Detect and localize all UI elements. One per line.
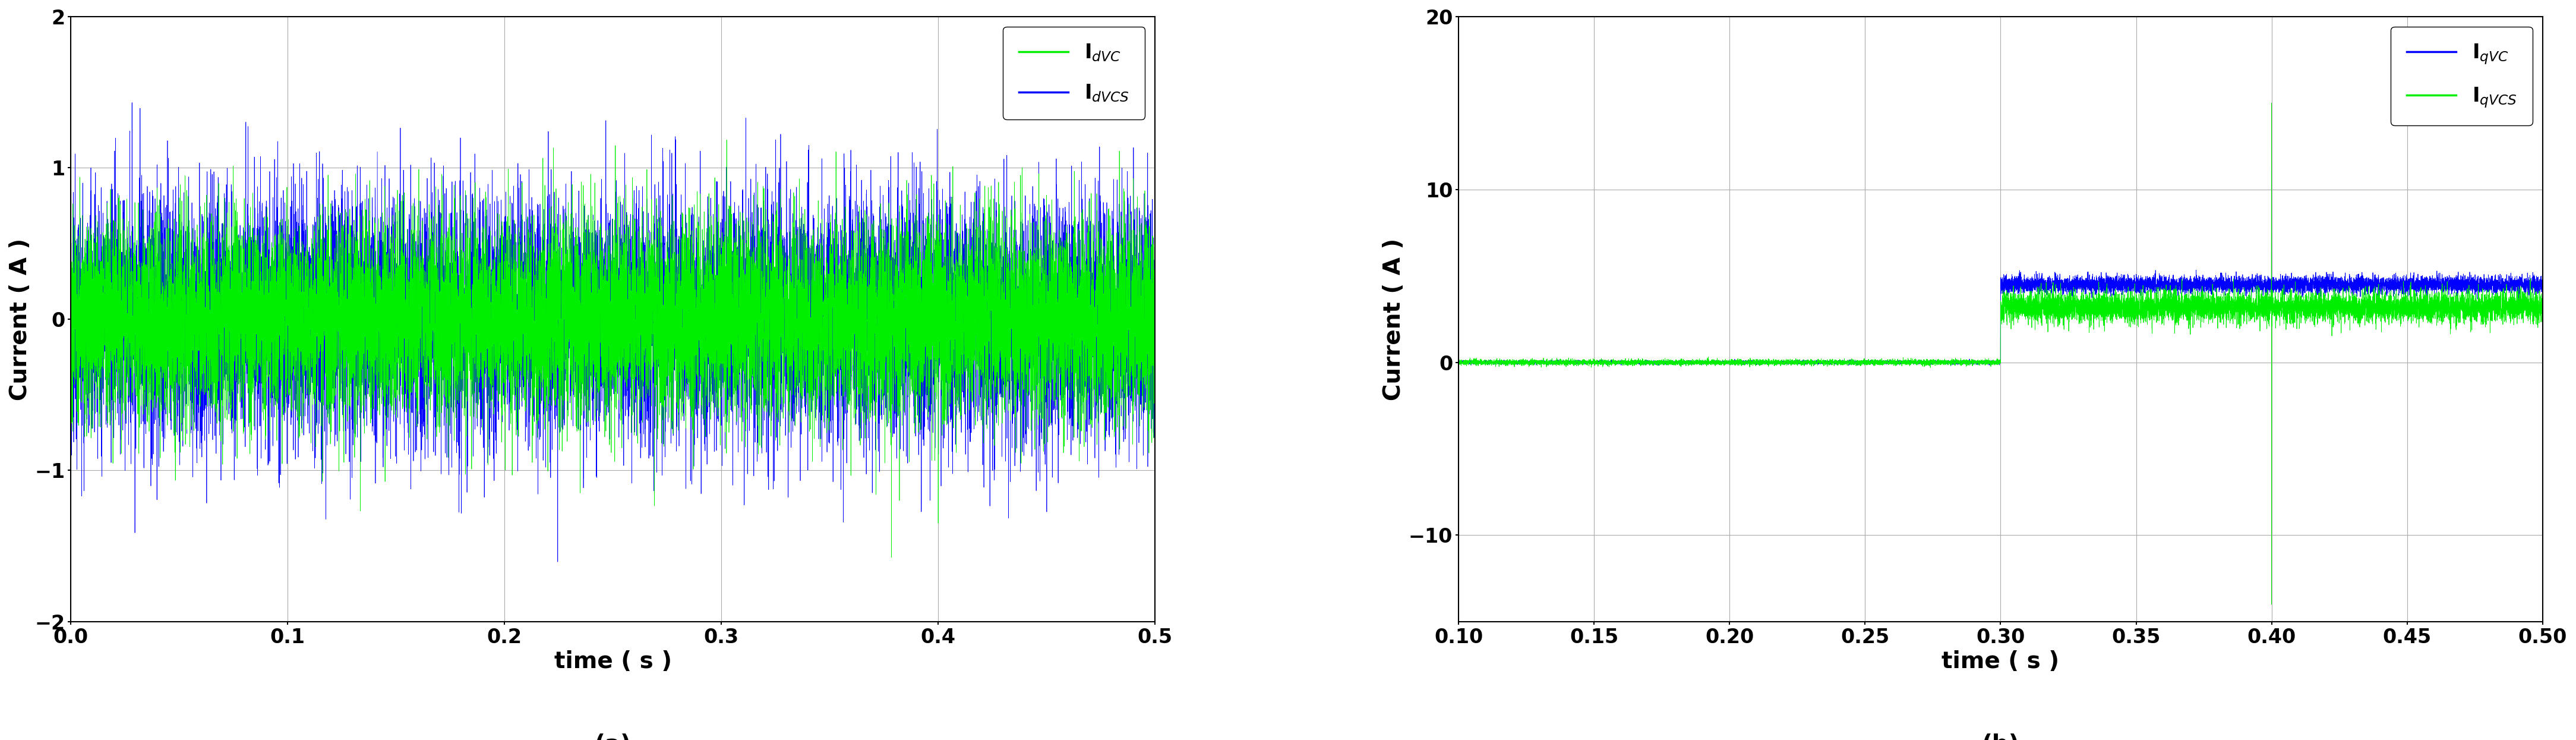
Text: (a): (a)	[595, 733, 631, 740]
Legend: I$_{dVC}$, I$_{dVCS}$: I$_{dVC}$, I$_{dVCS}$	[1002, 27, 1146, 119]
Text: (b): (b)	[1981, 733, 2020, 740]
Y-axis label: Current ( A ): Current ( A )	[1383, 238, 1406, 400]
X-axis label: time ( s ): time ( s )	[554, 650, 672, 673]
Legend: I$_{qVC}$, I$_{qVCS}$: I$_{qVC}$, I$_{qVCS}$	[2391, 27, 2532, 125]
X-axis label: time ( s ): time ( s )	[1942, 650, 2058, 673]
Y-axis label: Current ( A ): Current ( A )	[8, 238, 31, 400]
